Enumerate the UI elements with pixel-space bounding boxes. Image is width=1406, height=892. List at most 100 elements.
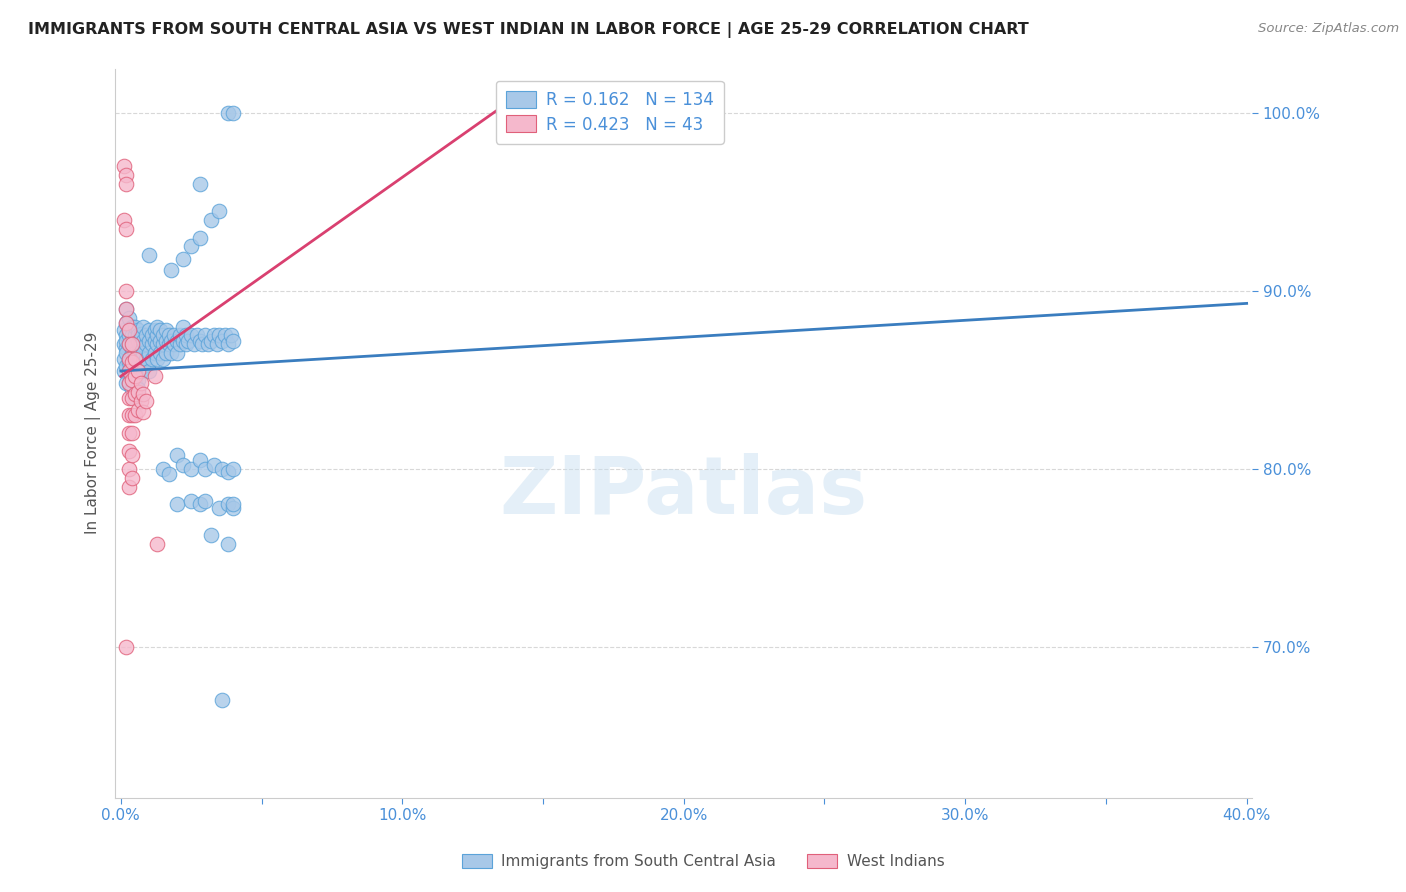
Text: IMMIGRANTS FROM SOUTH CENTRAL ASIA VS WEST INDIAN IN LABOR FORCE | AGE 25-29 COR: IMMIGRANTS FROM SOUTH CENTRAL ASIA VS WE… bbox=[28, 22, 1029, 38]
Y-axis label: In Labor Force | Age 25-29: In Labor Force | Age 25-29 bbox=[86, 332, 101, 534]
Point bbox=[118, 376, 141, 391]
Point bbox=[124, 391, 146, 405]
Point bbox=[135, 337, 157, 351]
Point bbox=[180, 494, 202, 508]
Point bbox=[166, 346, 188, 360]
Point bbox=[118, 409, 141, 423]
Point bbox=[132, 346, 155, 360]
Text: Source: ZipAtlas.com: Source: ZipAtlas.com bbox=[1258, 22, 1399, 36]
Point bbox=[135, 328, 157, 343]
Point bbox=[121, 355, 143, 369]
Point bbox=[121, 341, 143, 355]
Point bbox=[129, 376, 152, 391]
Point bbox=[202, 328, 225, 343]
Point bbox=[217, 466, 239, 480]
Point bbox=[217, 536, 239, 550]
Point bbox=[132, 334, 155, 348]
Point bbox=[118, 426, 141, 441]
Point bbox=[127, 334, 149, 348]
Point bbox=[180, 239, 202, 253]
Point bbox=[127, 403, 149, 417]
Point bbox=[118, 337, 141, 351]
Point bbox=[217, 106, 239, 120]
Point bbox=[124, 346, 146, 360]
Point bbox=[115, 177, 138, 191]
Point bbox=[129, 337, 152, 351]
Point bbox=[112, 323, 135, 337]
Point bbox=[112, 160, 135, 174]
Point bbox=[135, 351, 157, 366]
Point bbox=[188, 334, 211, 348]
Point bbox=[118, 323, 141, 337]
Point bbox=[118, 355, 141, 369]
Point bbox=[152, 462, 174, 476]
Point bbox=[118, 351, 141, 366]
Point bbox=[112, 351, 135, 366]
Point bbox=[135, 394, 157, 409]
Point bbox=[157, 467, 180, 482]
Point bbox=[127, 382, 149, 396]
Point bbox=[172, 458, 194, 473]
Point bbox=[121, 334, 143, 348]
Point bbox=[124, 387, 146, 401]
Point bbox=[152, 337, 174, 351]
Point bbox=[169, 337, 191, 351]
Point bbox=[143, 369, 166, 384]
Point bbox=[118, 351, 141, 366]
Point bbox=[112, 212, 135, 227]
Point bbox=[141, 337, 163, 351]
Point bbox=[121, 369, 143, 384]
Point bbox=[146, 351, 169, 366]
Point bbox=[200, 527, 222, 541]
Point bbox=[152, 351, 174, 366]
Text: ZIPatlas: ZIPatlas bbox=[499, 452, 868, 531]
Point bbox=[222, 106, 245, 120]
Point bbox=[160, 346, 183, 360]
Point bbox=[115, 301, 138, 316]
Point bbox=[157, 328, 180, 343]
Point bbox=[121, 346, 143, 360]
Point bbox=[121, 359, 143, 373]
Point bbox=[129, 364, 152, 378]
Point bbox=[118, 462, 141, 476]
Point bbox=[115, 301, 138, 316]
Point bbox=[118, 480, 141, 494]
Point bbox=[149, 323, 172, 337]
Point bbox=[115, 169, 138, 183]
Point bbox=[208, 328, 231, 343]
Point bbox=[118, 323, 141, 337]
Point bbox=[121, 337, 143, 351]
Point bbox=[115, 334, 138, 348]
Point bbox=[172, 319, 194, 334]
Point bbox=[127, 328, 149, 343]
Point bbox=[208, 501, 231, 516]
Point bbox=[149, 334, 172, 348]
Point bbox=[115, 640, 138, 654]
Point bbox=[208, 203, 231, 218]
Point bbox=[149, 346, 172, 360]
Point bbox=[121, 409, 143, 423]
Point bbox=[127, 323, 149, 337]
Point bbox=[172, 334, 194, 348]
Point bbox=[174, 337, 197, 351]
Point bbox=[124, 337, 146, 351]
Point bbox=[222, 334, 245, 348]
Point bbox=[183, 337, 205, 351]
Legend: Immigrants from South Central Asia, West Indians: Immigrants from South Central Asia, West… bbox=[456, 848, 950, 875]
Point bbox=[127, 385, 149, 400]
Point bbox=[112, 337, 135, 351]
Point bbox=[127, 346, 149, 360]
Point bbox=[118, 364, 141, 378]
Point bbox=[155, 323, 177, 337]
Point bbox=[138, 346, 160, 360]
Point bbox=[124, 364, 146, 378]
Point bbox=[186, 328, 208, 343]
Point bbox=[138, 364, 160, 378]
Point bbox=[118, 376, 141, 391]
Point bbox=[211, 693, 233, 707]
Point bbox=[121, 373, 143, 387]
Point bbox=[188, 230, 211, 244]
Point bbox=[138, 248, 160, 262]
Point bbox=[166, 334, 188, 348]
Point bbox=[132, 319, 155, 334]
